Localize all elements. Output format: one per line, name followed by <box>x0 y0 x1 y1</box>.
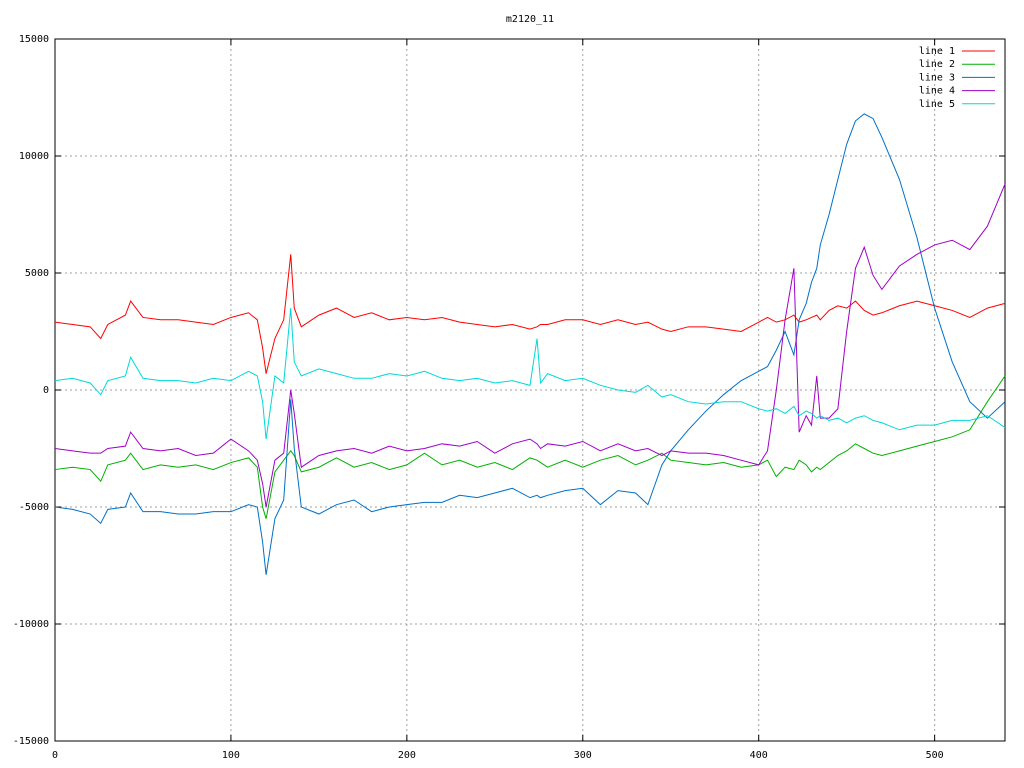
y-tick-label: -15000 <box>13 736 49 747</box>
x-tick-label: 0 <box>52 750 58 761</box>
legend-label: line 1 <box>919 46 955 57</box>
x-tick-label: 500 <box>926 750 944 761</box>
chart-title: m2120_11 <box>506 14 554 25</box>
data-line <box>54 375 1006 519</box>
x-tick-label: 300 <box>574 750 592 761</box>
data-line <box>54 254 1006 374</box>
legend-label: line 4 <box>919 86 955 97</box>
y-tick-label: 5000 <box>25 268 49 279</box>
x-tick-label: 400 <box>750 750 768 761</box>
y-tick-label: -5000 <box>19 502 49 513</box>
legend-label: line 2 <box>919 59 955 70</box>
y-tick-label: 15000 <box>19 34 49 45</box>
data-line <box>54 308 1006 440</box>
x-tick-label: 200 <box>398 750 416 761</box>
y-tick-label: 0 <box>43 385 49 396</box>
y-tick-label: -10000 <box>13 619 49 630</box>
plot-frame <box>54 38 1006 742</box>
data-line <box>54 113 1006 575</box>
x-tick-label: 100 <box>222 750 240 761</box>
legend-label: line 3 <box>919 72 955 83</box>
data-line <box>54 183 1006 508</box>
legend-label: line 5 <box>919 99 955 110</box>
y-tick-label: 10000 <box>19 151 49 162</box>
